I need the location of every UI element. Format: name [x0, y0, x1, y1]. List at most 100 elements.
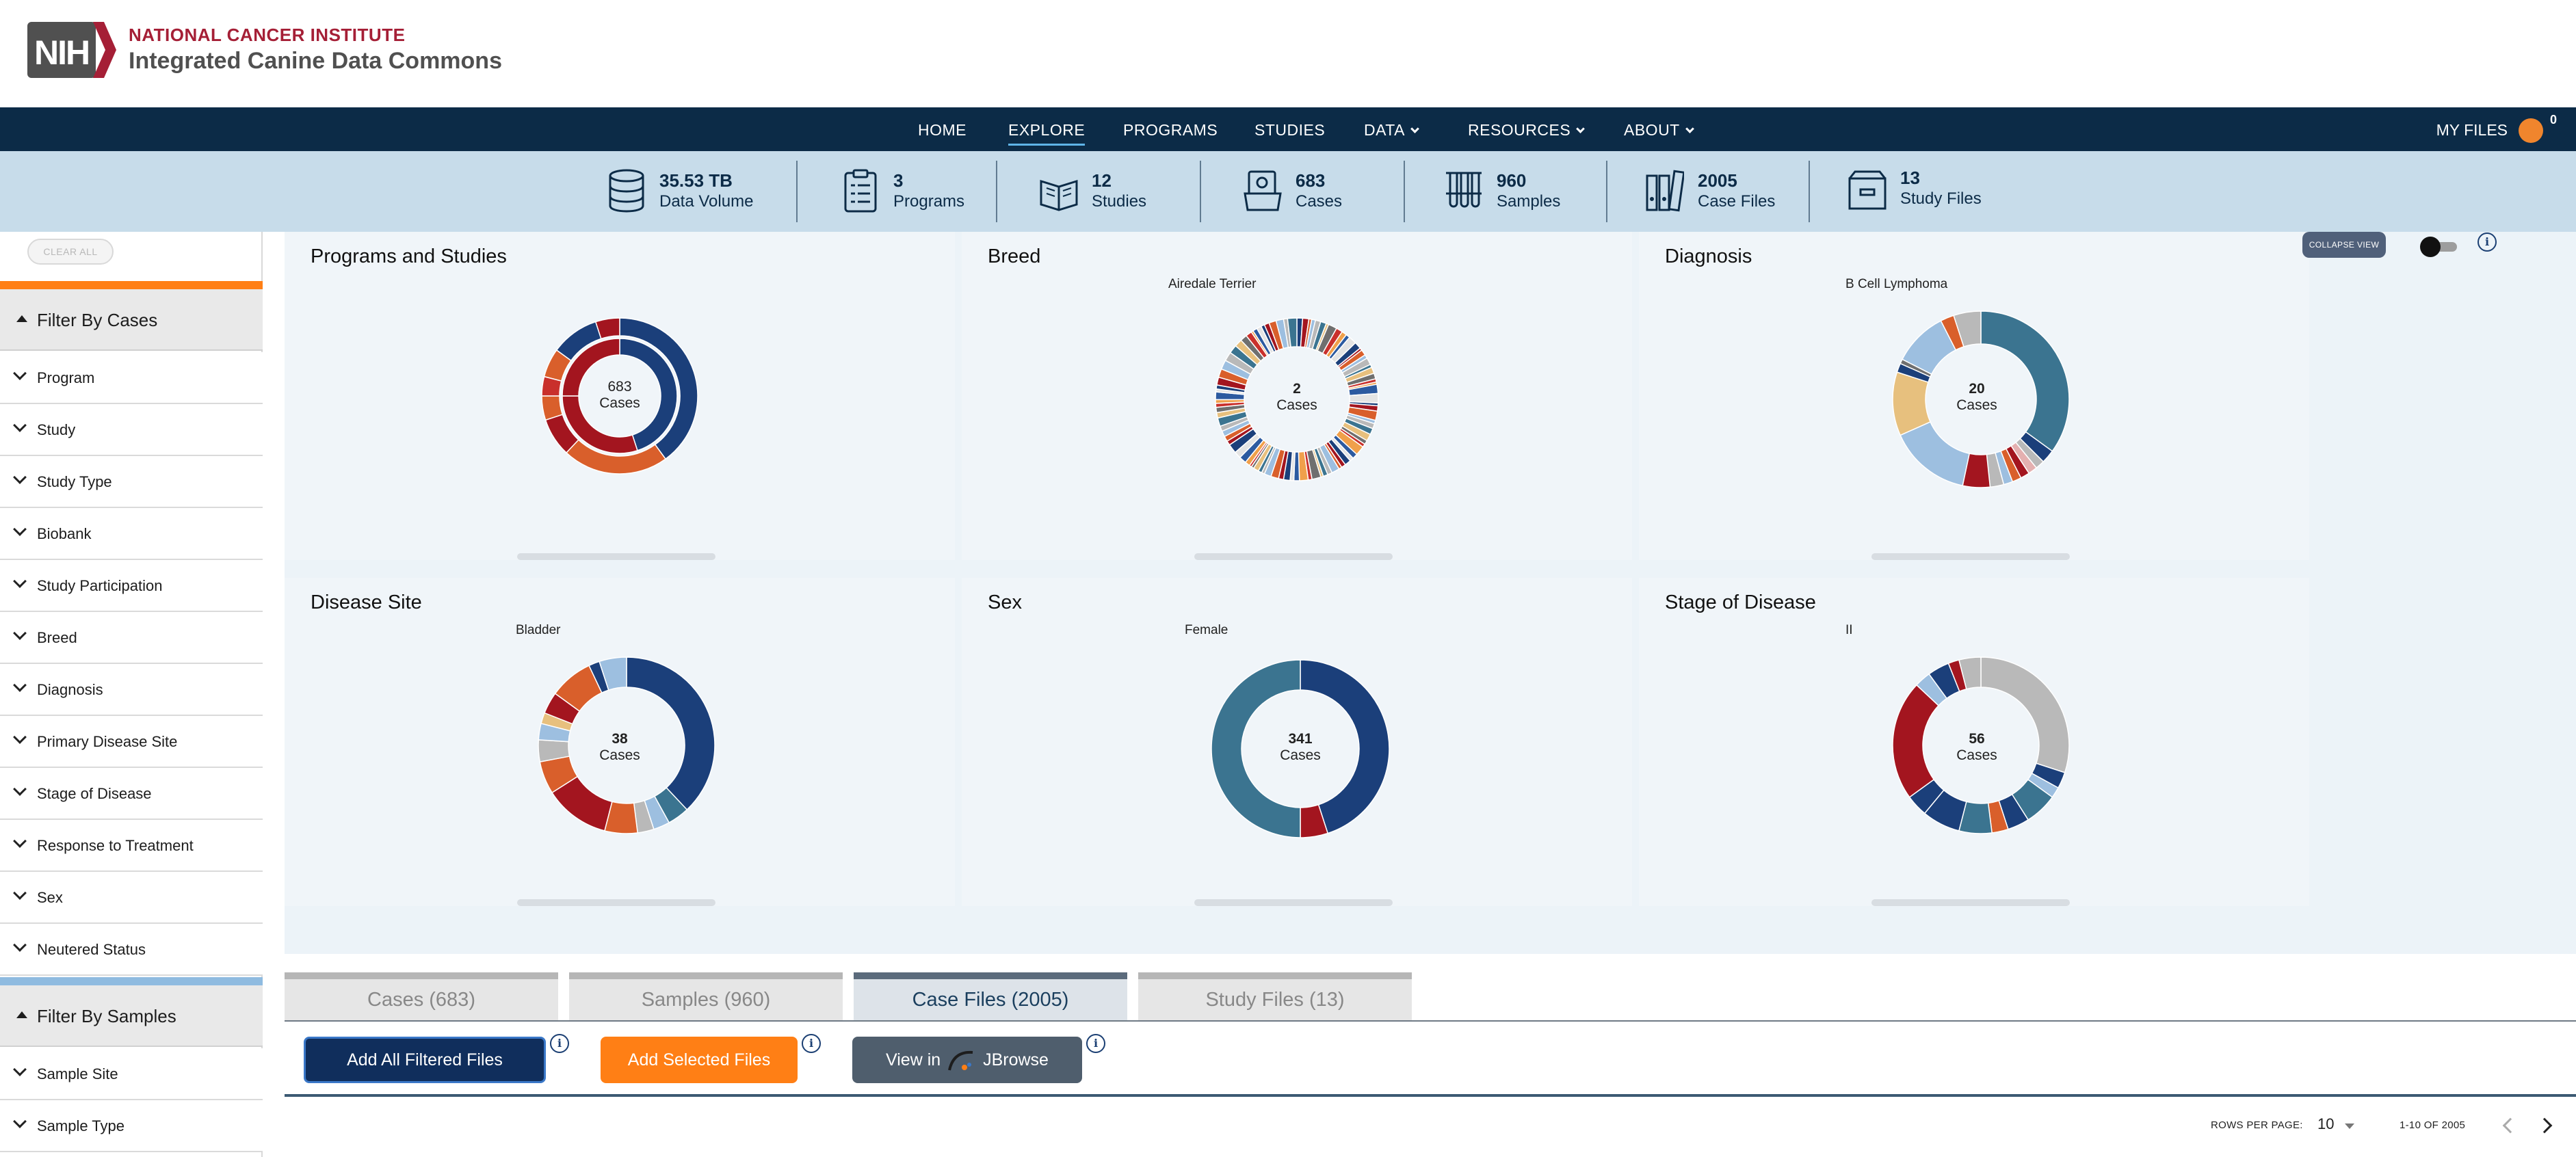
stat-label: Samples [1497, 192, 1561, 211]
donut-segment[interactable] [1211, 659, 1301, 838]
chevron-down-icon [13, 938, 27, 952]
caret-down-icon[interactable] [2345, 1123, 2354, 1129]
stat-value: 12 [1092, 170, 1112, 191]
tab-samples[interactable]: Samples (960) [569, 972, 843, 1020]
filter-item-label: Primary Disease Site [37, 733, 178, 750]
programs-studies-donut[interactable] [531, 307, 709, 485]
add-all-filtered-files-button[interactable]: Add All Filtered Files [304, 1037, 546, 1083]
widget-count: 2 Cases [1256, 381, 1338, 414]
filter-item[interactable]: Program [0, 352, 263, 404]
donut-segment[interactable] [1892, 684, 1940, 798]
filter-item-label: Study [37, 421, 76, 438]
nav-data[interactable]: DATA [1364, 107, 1419, 151]
widget-count-unit: Cases [599, 747, 640, 763]
filter-item[interactable]: Neutered Status [0, 924, 263, 976]
case-folder-icon [1244, 170, 1282, 211]
donut-segment[interactable] [1287, 317, 1298, 348]
stage-of-disease-donut[interactable] [1882, 646, 2080, 845]
donut-segment[interactable] [1958, 656, 1982, 690]
widget-breed: Breed Airedale Terrier 2 Cases [962, 232, 1632, 560]
stat-value: 35.53 TB [659, 170, 733, 191]
nav-home[interactable]: HOME [918, 121, 967, 139]
widget-count: 38 Cases [579, 731, 661, 764]
disease-site-donut[interactable] [527, 646, 726, 845]
filter-group-samples[interactable]: Filter By Samples [0, 985, 263, 1047]
view-in-jbrowse-button[interactable]: View in JBrowse [852, 1037, 1082, 1083]
nav-resources[interactable]: RESOURCES [1468, 107, 1586, 151]
info-icon[interactable]: i [1086, 1034, 1105, 1053]
widget-scrollbar[interactable] [517, 899, 715, 906]
jbrowse-label: JBrowse [983, 1050, 1049, 1069]
widget-count-value: 341 [1288, 731, 1313, 747]
widget-scrollbar[interactable] [1194, 899, 1393, 906]
donut-segment[interactable] [599, 656, 627, 691]
nav-programs[interactable]: PROGRAMS [1123, 121, 1218, 139]
donut-segment[interactable] [626, 656, 715, 811]
tab-cases[interactable]: Cases (683) [285, 972, 558, 1020]
filter-item[interactable]: Stage of Disease [0, 768, 263, 820]
rows-per-page-select[interactable]: 10 [2317, 1115, 2335, 1132]
widget-scrollbar[interactable] [1871, 899, 2070, 906]
info-icon[interactable]: i [550, 1034, 569, 1053]
filter-item[interactable]: Biobank [0, 508, 263, 560]
nav-explore[interactable]: EXPLORE [1008, 107, 1086, 151]
donut-segment[interactable] [619, 338, 678, 451]
widget-scrollbar[interactable] [1871, 553, 2070, 560]
widget-subtitle: Airedale Terrier [1168, 277, 1257, 291]
widget-count-value: 38 [612, 731, 628, 747]
chevron-down-icon [13, 1063, 27, 1076]
chevron-down-icon [13, 626, 27, 640]
filter-item-label: Sample Site [37, 1065, 118, 1082]
filter-item[interactable]: Sex [0, 872, 263, 924]
donut-segment[interactable] [1980, 310, 2070, 452]
next-page-icon[interactable] [2536, 1117, 2553, 1134]
breed-donut[interactable] [1205, 307, 1389, 492]
diagnosis-donut[interactable] [1882, 300, 2080, 498]
prev-page-icon[interactable] [2502, 1117, 2519, 1134]
toggle-knob [2420, 237, 2441, 257]
donut-segment[interactable] [594, 317, 620, 340]
nih-logo[interactable] [27, 22, 116, 78]
widget-subtitle: II [1845, 623, 1853, 637]
filter-item-label: Response to Treatment [37, 837, 194, 854]
my-files-link[interactable]: MY FILES [2436, 121, 2508, 139]
donut-segment[interactable] [562, 338, 620, 397]
filter-item[interactable]: Study [0, 404, 263, 456]
donut-segment[interactable] [1900, 421, 1971, 487]
info-icon[interactable]: i [802, 1034, 821, 1053]
filter-group-cases[interactable]: Filter By Cases [0, 289, 263, 351]
tab-case-files[interactable]: Case Files (2005) [854, 972, 1127, 1020]
clear-all-button[interactable]: CLEAR ALL [27, 239, 114, 265]
filter-item[interactable]: Diagnosis [0, 664, 263, 716]
widget-count-unit: Cases [1956, 397, 1997, 413]
info-icon[interactable]: i [2478, 232, 2497, 252]
database-icon [609, 169, 644, 213]
filter-item[interactable]: Sample Site [0, 1048, 263, 1100]
widget-stage-of-disease: Stage of Disease II 56 Cases [1639, 578, 2309, 906]
nav-studies[interactable]: STUDIES [1254, 121, 1326, 139]
stat-label: Data Volume [659, 192, 754, 211]
nav-resources-label: RESOURCES [1468, 121, 1571, 139]
nav-about[interactable]: ABOUT [1624, 107, 1694, 151]
cart-icon[interactable] [2519, 118, 2543, 143]
stat-divider [996, 161, 997, 222]
filter-item[interactable]: Response to Treatment [0, 820, 263, 872]
widget-scrollbar[interactable] [517, 553, 715, 560]
filter-item[interactable]: Primary Disease Site [0, 716, 263, 768]
filter-item[interactable]: Breed [0, 612, 263, 664]
filter-item[interactable]: Study Participation [0, 560, 263, 612]
add-selected-files-button[interactable]: Add Selected Files [601, 1037, 798, 1083]
widget-scrollbar[interactable] [1194, 553, 1393, 560]
donut-segment[interactable] [1953, 310, 1982, 347]
chevron-down-icon [13, 1115, 27, 1128]
filter-item[interactable]: Study Type [0, 456, 263, 508]
filter-item[interactable]: Sample Type [0, 1100, 263, 1152]
view-toggle[interactable] [2420, 237, 2460, 257]
donut-segment[interactable] [1980, 656, 2070, 773]
collapse-view-button[interactable]: COLLAPSE VIEW [2302, 232, 2386, 258]
donut-segment[interactable] [1300, 659, 1390, 834]
filter-item-label: Study Type [37, 473, 112, 490]
sex-donut[interactable] [1198, 646, 1403, 851]
tab-study-files[interactable]: Study Files (13) [1138, 972, 1412, 1020]
stat-value: 3 [893, 170, 904, 191]
